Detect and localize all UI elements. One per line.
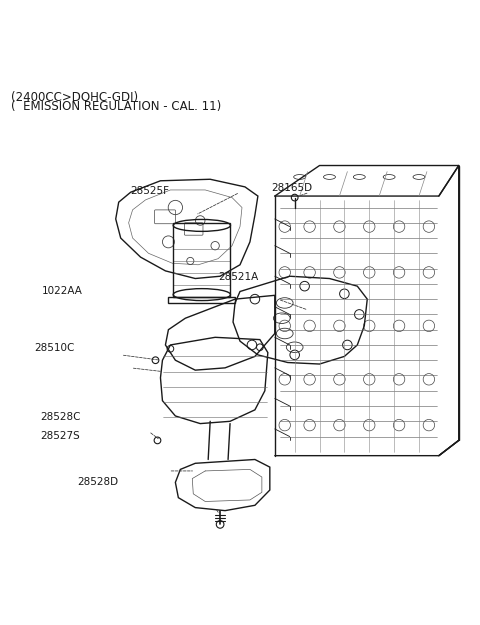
Text: 28521A: 28521A (218, 272, 259, 282)
Text: 28165D: 28165D (271, 183, 312, 193)
Text: 1022AA: 1022AA (42, 286, 83, 296)
Text: 28525F: 28525F (130, 186, 169, 196)
Text: 28528D: 28528D (78, 477, 119, 487)
Bar (168, 297, 235, 302)
Text: 28528C: 28528C (40, 411, 81, 421)
Bar (173, 223, 230, 297)
Text: (2400CC>DOHC-GDI): (2400CC>DOHC-GDI) (11, 91, 138, 104)
Text: 28527S: 28527S (40, 431, 80, 441)
Text: (  EMISSION REGULATION - CAL. 11): ( EMISSION REGULATION - CAL. 11) (11, 100, 221, 113)
Text: 28510C: 28510C (34, 343, 74, 353)
